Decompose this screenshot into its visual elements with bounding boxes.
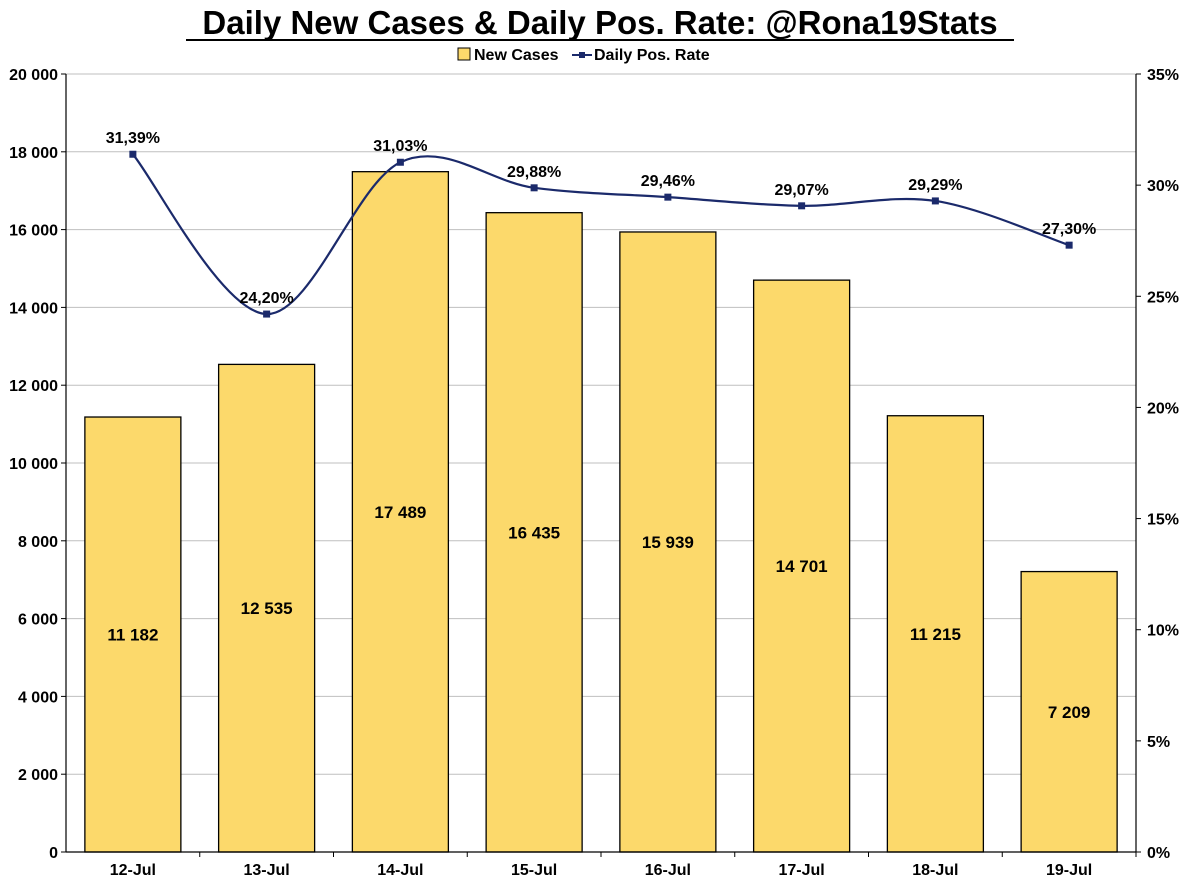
bar	[1020, 570, 1118, 853]
pos-rate-point	[664, 193, 672, 201]
pos-rate-point	[931, 197, 939, 205]
y-right-tick-label: 0%	[1147, 845, 1170, 862]
bar	[752, 279, 851, 853]
x-tick-label: 13-Jul	[244, 862, 290, 879]
bar-value-label: 17 489	[374, 503, 426, 522]
y-left-tick-label: 20 000	[9, 67, 58, 84]
y-left-tick-label: 14 000	[9, 300, 58, 317]
legend: New Cases Daily Pos. Rate	[457, 47, 710, 64]
bar-value-label: 11 182	[107, 626, 158, 645]
y-right-tick-label: 5%	[1147, 734, 1170, 751]
x-tick-label: 15-Jul	[511, 862, 557, 879]
pos-rate-label: 29,88%	[507, 164, 561, 181]
bar	[619, 231, 717, 853]
bars	[84, 171, 1118, 853]
pos-rate-label: 29,29%	[908, 177, 962, 194]
y-left-tick-label: 8 000	[18, 534, 58, 551]
x-tick-label: 16-Jul	[645, 862, 691, 879]
pos-rate-point	[1065, 241, 1073, 249]
y-left-tick-label: 12 000	[9, 378, 58, 395]
y-left-tick-label: 18 000	[9, 145, 58, 162]
data-labels: 11 182 12 535 17 489 16 435 15 939 14 701 11 2…	[106, 130, 1097, 722]
legend-swatch-new-cases	[457, 47, 471, 61]
y-right-tick-label: 25%	[1147, 289, 1179, 306]
bar-value-label: 12 535	[241, 599, 293, 618]
pos-rate-label: 27,30%	[1042, 221, 1096, 238]
pos-rate-point	[263, 310, 271, 318]
legend-marker-pos-rate	[579, 52, 585, 58]
bar-value-label: 16 435	[508, 523, 560, 542]
x-tick-label: 14-Jul	[377, 862, 423, 879]
x-tick-label: 19-Jul	[1046, 862, 1092, 879]
bar	[84, 416, 182, 853]
x-tick-label: 18-Jul	[912, 862, 958, 879]
pos-rate-point	[129, 150, 137, 158]
axes: 0 2 000 4 000 6 000 8 000 10 000 12 000 14 000 1…	[9, 67, 1179, 879]
x-tick-label: 12-Jul	[110, 862, 156, 879]
y-left-tick-label: 0	[49, 845, 58, 862]
y-left-tick-label: 16 000	[9, 223, 58, 240]
y-right-tick-label: 15%	[1147, 512, 1179, 529]
pos-rate-label: 31,39%	[106, 130, 160, 147]
x-tick-label: 17-Jul	[779, 862, 825, 879]
y-left-tick-label: 2 000	[18, 767, 58, 784]
y-right-tick-label: 30%	[1147, 178, 1179, 195]
y-left-tick-label: 4 000	[18, 689, 58, 706]
bar	[351, 171, 450, 853]
legend-label-pos-rate: Daily Pos. Rate	[594, 47, 710, 64]
bar	[886, 415, 985, 853]
y-left-tick-label: 10 000	[9, 456, 58, 473]
legend-label-new-cases: New Cases	[474, 47, 559, 64]
pos-rate-point	[798, 202, 806, 210]
bar-value-label: 11 215	[910, 625, 961, 644]
y-left-tick-label: 6 000	[18, 612, 58, 629]
y-right-tick-label: 20%	[1147, 400, 1179, 417]
y-right-tick-label: 10%	[1147, 623, 1179, 640]
pos-rate-label: 29,07%	[774, 182, 828, 199]
pos-rate-point	[396, 158, 404, 166]
pos-rate-label: 31,03%	[373, 138, 427, 155]
pos-rate-line	[129, 150, 1073, 318]
bar-value-label: 14 701	[776, 557, 828, 576]
bar-value-label: 7 209	[1048, 703, 1091, 722]
pos-rate-label: 29,46%	[641, 173, 695, 190]
pos-rate-point	[530, 184, 538, 192]
bar-value-label: 15 939	[642, 533, 694, 552]
pos-rate-label: 24,20%	[239, 290, 293, 307]
y-right-tick-label: 35%	[1147, 67, 1179, 84]
chart-title: Daily New Cases & Daily Pos. Rate: @Rona…	[202, 4, 997, 41]
